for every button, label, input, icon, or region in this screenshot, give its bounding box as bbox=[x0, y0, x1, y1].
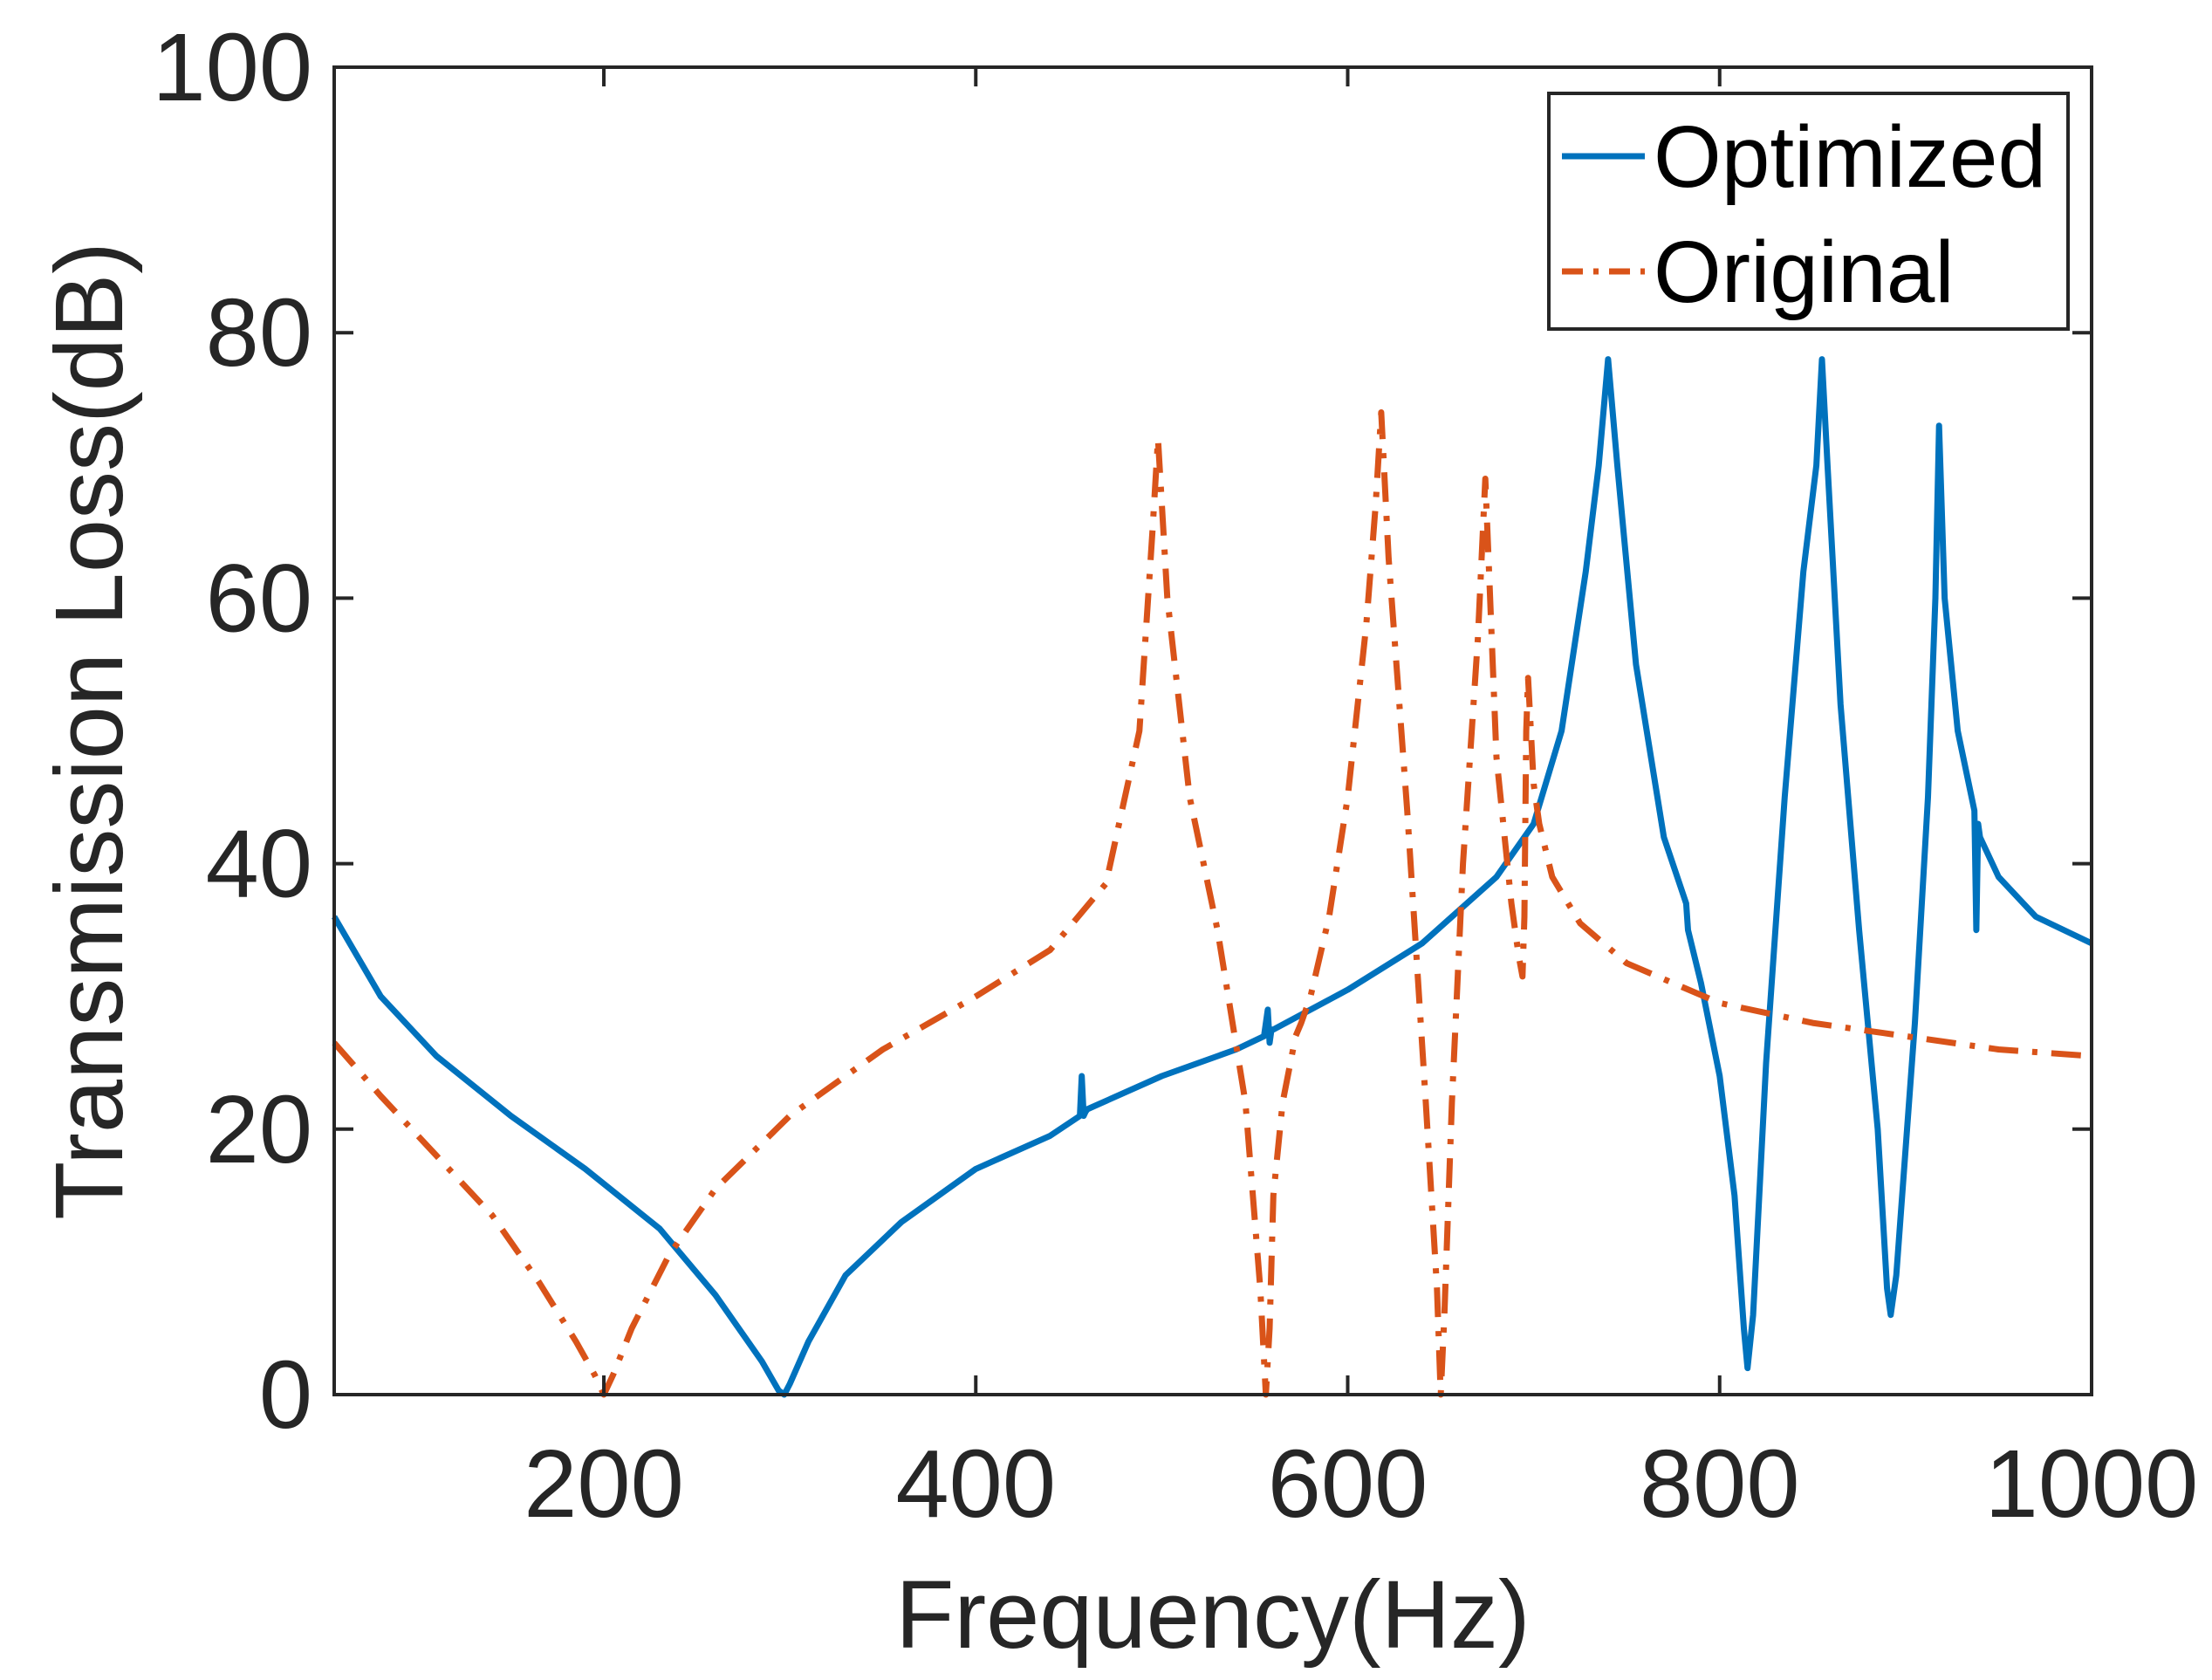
y-tick-label: 60 bbox=[206, 545, 312, 652]
series-layer bbox=[331, 356, 2093, 1398]
series-line-optimized bbox=[331, 356, 2093, 1398]
x-tick-label: 200 bbox=[524, 1430, 684, 1538]
legend: Optimized Original bbox=[1547, 92, 2070, 331]
x-tick-label: 1000 bbox=[1985, 1430, 2199, 1538]
x-axis-label: Frequency(Hz) bbox=[895, 1561, 1530, 1669]
x-tick-label: 800 bbox=[1640, 1430, 1800, 1538]
x-tick-label: 600 bbox=[1268, 1430, 1428, 1538]
y-tick-label: 0 bbox=[259, 1341, 312, 1449]
y-tick-label: 80 bbox=[206, 279, 312, 387]
plot-area-frame bbox=[332, 65, 2093, 1396]
legend-box bbox=[1547, 92, 2070, 331]
y-tick-label: 100 bbox=[152, 14, 312, 121]
series-line-original bbox=[332, 409, 2092, 1398]
y-axis-label: Transmission Loss(dB) bbox=[36, 242, 143, 1220]
x-tick-label: 400 bbox=[896, 1430, 1057, 1538]
legend-label-original: Original bbox=[1654, 223, 1955, 321]
tick-layer: 200 400 600 800 1000 0 20 40 60 80 100 bbox=[152, 14, 2198, 1538]
y-tick-label: 20 bbox=[206, 1076, 312, 1183]
legend-label-optimized: Optimized bbox=[1654, 108, 2046, 206]
y-tick-label: 40 bbox=[206, 811, 312, 918]
